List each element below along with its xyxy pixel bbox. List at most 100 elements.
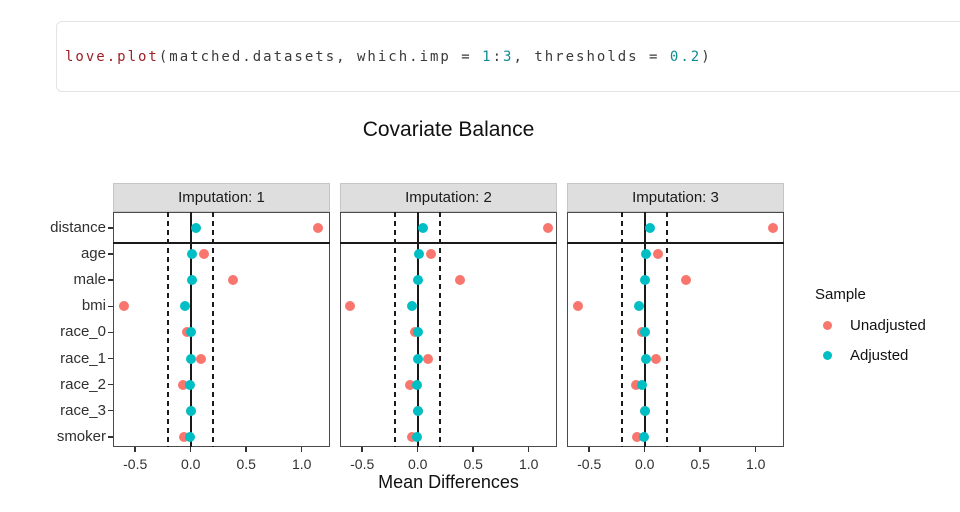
facet-strip-label: Imputation: 1 (178, 189, 265, 206)
point-unadjusted (631, 431, 642, 442)
x-tick-label: -0.5 (123, 456, 148, 472)
plot-title: Covariate Balance (362, 118, 535, 141)
point-adjusted (412, 353, 423, 364)
point-unadjusted (119, 301, 130, 312)
y-axis-tick (108, 279, 113, 281)
point-unadjusted (426, 249, 437, 260)
x-tick-label: 1.0 (291, 456, 312, 472)
x-tick-label: 0.0 (634, 456, 655, 472)
code-cell[interactable]: love.plot(matched.datasets, which.imp = … (56, 21, 960, 92)
point-unadjusted (199, 249, 210, 260)
point-adjusted (413, 249, 424, 260)
code-token-plain: ) (701, 48, 712, 65)
threshold-line (394, 212, 397, 447)
x-tick-label: -0.5 (577, 456, 602, 472)
facet-strip: Imputation: 1 (113, 183, 330, 212)
threshold-line (211, 212, 214, 447)
point-adjusted (186, 249, 197, 260)
legend-item-label: Unadjusted (850, 316, 926, 334)
x-axis-tick (245, 447, 247, 452)
point-adjusted (645, 223, 656, 233)
point-adjusted (191, 223, 202, 233)
legend-key-dot (823, 350, 832, 360)
point-unadjusted (313, 223, 324, 233)
code-token-function: love.plot (65, 48, 159, 65)
point-unadjusted (227, 275, 238, 286)
point-adjusted (640, 249, 651, 260)
point-adjusted (185, 353, 196, 364)
facet-panel (340, 212, 557, 447)
point-unadjusted (179, 431, 190, 442)
point-unadjusted (653, 249, 664, 260)
y-axis-tick (108, 383, 113, 386)
x-axis-tick (754, 447, 757, 452)
legend-title: Sample (815, 286, 866, 303)
distance-separator-line (340, 242, 557, 244)
x-axis-tick (361, 447, 363, 452)
point-unadjusted (404, 379, 415, 390)
x-axis-tick (699, 447, 701, 452)
y-axis-label: race_3 (60, 401, 106, 419)
point-unadjusted (422, 353, 433, 364)
x-axis-tick (527, 447, 530, 452)
y-axis-tick (108, 253, 113, 255)
x-tick-label: 0.0 (180, 456, 201, 472)
x-axis-tick (588, 447, 590, 452)
point-unadjusted (542, 223, 553, 233)
point-unadjusted (344, 301, 355, 312)
x-tick-label: 0.5 (690, 456, 710, 472)
point-unadjusted (650, 353, 661, 364)
x-tick-label: 1.0 (745, 456, 766, 472)
point-adjusted (407, 301, 418, 312)
point-unadjusted (573, 301, 584, 312)
point-adjusted (639, 405, 650, 416)
y-axis-label: age (80, 245, 106, 263)
facet-strip-label: Imputation: 2 (405, 189, 492, 206)
y-axis-tick (108, 436, 113, 438)
facet-strip: Imputation: 3 (567, 183, 784, 212)
y-axis-tick (108, 227, 113, 229)
point-unadjusted (680, 275, 691, 286)
y-axis-tick (108, 331, 113, 334)
code-line[interactable]: love.plot(matched.datasets, which.imp = … (65, 49, 712, 65)
x-axis-tick (472, 447, 474, 452)
y-axis-label: race_1 (60, 349, 106, 367)
x-tick-label: -0.5 (350, 456, 375, 472)
y-axis-label: smoker (56, 427, 106, 445)
x-tick-label: 0.5 (463, 456, 483, 472)
legend-item-label: Adjusted (850, 346, 909, 364)
point-adjusted (418, 223, 429, 233)
facet-panel (567, 212, 784, 447)
legend-key-dot (823, 320, 832, 330)
x-axis-tick (189, 447, 192, 452)
point-unadjusted (768, 223, 779, 233)
point-adjusted (180, 301, 191, 312)
y-axis-label: race_2 (60, 375, 106, 393)
y-axis-tick (108, 357, 113, 360)
code-token-plain: : (492, 48, 504, 65)
point-adjusted (412, 275, 423, 286)
code-token-number: 1 (482, 48, 493, 65)
point-adjusted (639, 275, 650, 286)
point-adjusted (411, 379, 422, 390)
y-axis-label: male (73, 271, 106, 289)
x-axis-tick (300, 447, 303, 452)
point-unadjusted (177, 379, 188, 390)
facet-panel (113, 212, 330, 447)
facet-strip-label: Imputation: 3 (632, 189, 719, 206)
y-axis-tick (108, 409, 113, 412)
point-adjusted (411, 431, 422, 442)
legend: Sample Unadjusted Adjusted (815, 286, 955, 377)
point-adjusted (412, 405, 423, 416)
point-adjusted (185, 405, 196, 416)
threshold-line (621, 212, 624, 447)
code-token-plain: (matched.datasets, which.imp = (158, 48, 483, 65)
y-axis-tick (108, 305, 113, 308)
code-token-number: 0.2 (669, 48, 702, 65)
x-tick-label: 0.5 (236, 456, 256, 472)
distance-separator-line (567, 242, 784, 244)
point-adjusted (639, 327, 650, 338)
point-unadjusted (630, 379, 641, 390)
facet-strip: Imputation: 2 (340, 183, 557, 212)
